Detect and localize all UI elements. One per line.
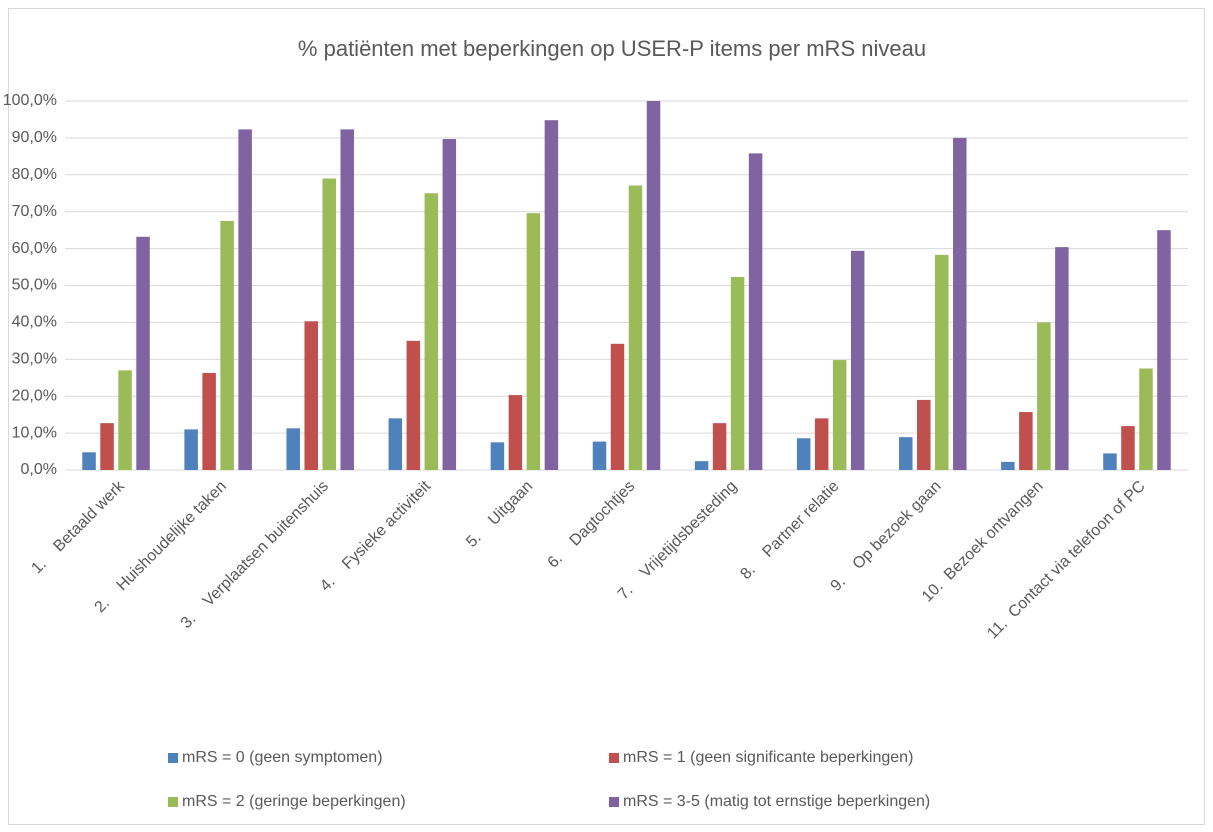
bar xyxy=(592,441,607,470)
bar xyxy=(490,442,505,470)
bar xyxy=(850,250,865,470)
bar xyxy=(1019,412,1033,470)
bar xyxy=(1055,247,1069,470)
bar xyxy=(340,129,354,470)
bar xyxy=(526,213,541,470)
bar xyxy=(1139,368,1153,470)
legend-label: mRS = 2 (geringe beperkingen) xyxy=(182,793,406,810)
bar xyxy=(424,193,439,470)
y-tick-label: 30,0% xyxy=(12,351,57,368)
bar xyxy=(935,254,949,470)
legend-label: mRS = 0 (geen symptomen) xyxy=(182,749,383,766)
bar xyxy=(1037,322,1051,470)
bar xyxy=(610,343,625,470)
bar xyxy=(899,437,913,470)
bar xyxy=(917,399,931,470)
y-tick-label: 80,0% xyxy=(12,166,57,183)
bar xyxy=(82,452,96,470)
bar xyxy=(304,321,318,470)
y-tick-label: 40,0% xyxy=(12,314,57,331)
bar xyxy=(508,395,523,470)
bar xyxy=(814,418,829,470)
bar xyxy=(238,129,252,470)
bar xyxy=(796,438,811,470)
bar xyxy=(628,185,643,470)
bar xyxy=(953,137,967,470)
bar xyxy=(406,340,421,470)
bar xyxy=(832,360,847,470)
y-tick-label: 10,0% xyxy=(12,424,57,441)
bar xyxy=(442,139,457,470)
bar xyxy=(748,153,763,470)
chart-title: % patiënten met beperkingen op USER-P it… xyxy=(298,36,926,61)
bar xyxy=(100,423,114,470)
y-tick-label: 60,0% xyxy=(12,240,57,257)
y-tick-label: 90,0% xyxy=(12,129,57,146)
legend-label: mRS = 1 (geen significante beperkingen) xyxy=(623,749,913,766)
bar xyxy=(1121,426,1135,470)
bar xyxy=(220,220,234,470)
y-tick-label: 0,0% xyxy=(21,461,57,478)
y-tick-label: 20,0% xyxy=(12,387,57,404)
bar xyxy=(1001,461,1015,470)
legend-swatch xyxy=(609,753,619,763)
y-tick-label: 100,0% xyxy=(3,92,57,109)
legend-label: mRS = 3-5 (matig tot ernstige beperkinge… xyxy=(623,793,930,810)
y-tick-label: 70,0% xyxy=(12,203,57,220)
bar xyxy=(1157,230,1171,470)
legend-swatch xyxy=(168,753,178,763)
bar xyxy=(1103,453,1117,470)
bar xyxy=(286,428,300,470)
bar xyxy=(694,461,709,470)
bar xyxy=(730,277,745,470)
legend-swatch xyxy=(168,797,178,807)
bar xyxy=(646,101,661,470)
bar xyxy=(322,178,336,471)
bar xyxy=(202,372,216,470)
bar xyxy=(388,418,403,470)
y-tick-label: 50,0% xyxy=(12,277,57,294)
bar xyxy=(712,423,727,470)
bar xyxy=(118,370,132,470)
legend-swatch xyxy=(609,797,619,807)
bar xyxy=(544,120,559,471)
bar xyxy=(136,236,150,470)
bar xyxy=(184,429,198,470)
